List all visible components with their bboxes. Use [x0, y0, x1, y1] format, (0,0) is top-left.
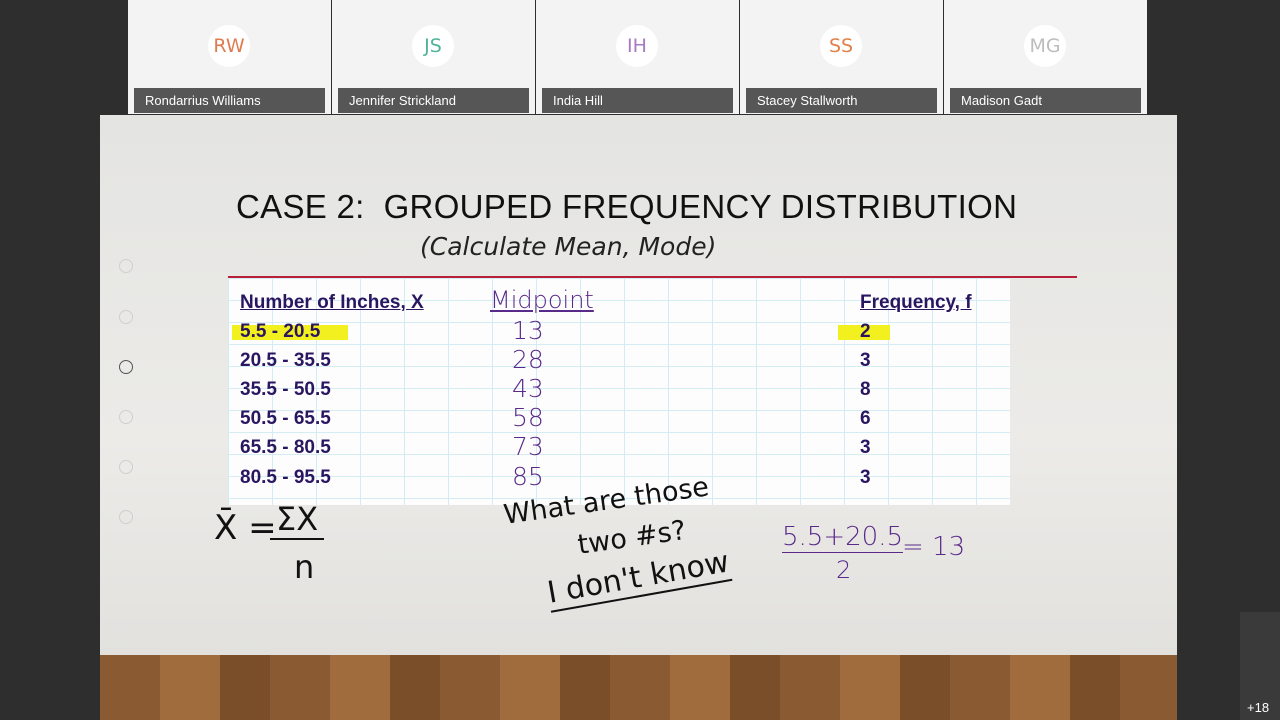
highlight — [838, 325, 890, 340]
participant-name: India Hill — [542, 88, 733, 113]
participant-name: Jennifer Strickland — [338, 88, 529, 113]
avatar: MG — [1024, 25, 1066, 67]
participant-tile: IH India Hill — [536, 0, 739, 114]
slide-title: CASE 2: GROUPED FREQUENCY DISTRIBUTION — [236, 188, 1018, 225]
row-interval: 20.5 - 35.5 — [240, 350, 331, 371]
row-frequency: 8 — [860, 379, 871, 400]
row-frequency: 3 — [860, 467, 871, 488]
row-interval: 35.5 - 50.5 — [240, 379, 331, 400]
tool-icon[interactable] — [119, 460, 133, 474]
row-interval: 65.5 - 80.5 — [240, 437, 331, 458]
tool-icon[interactable] — [119, 360, 133, 374]
participant-tile: MG Madison Gadt — [944, 0, 1147, 114]
tool-icon[interactable] — [119, 510, 133, 524]
row-interval: 5.5 - 20.5 — [240, 321, 321, 342]
row-midpoint: 58 — [512, 403, 544, 432]
row-midpoint: 28 — [512, 345, 544, 374]
formula-numerator: ΣX — [270, 500, 325, 540]
participant-name: Stacey Stallworth — [746, 88, 937, 113]
column-header: Frequency, f — [860, 292, 972, 313]
participant-name: Madison Gadt — [950, 88, 1141, 113]
row-midpoint: 73 — [512, 432, 544, 461]
calc-result: = 13 — [902, 532, 966, 562]
slide-floor — [100, 655, 1177, 720]
row-interval: 80.5 - 95.5 — [240, 467, 331, 488]
formula-denominator: n — [294, 548, 315, 586]
side-panel — [1240, 612, 1280, 720]
row-frequency: 3 — [860, 437, 871, 458]
calc-denominator: 2 — [836, 556, 852, 584]
handwritten-subtitle: (Calculate Mean, Mode) — [420, 232, 717, 261]
formula-lhs: X̄ = — [214, 508, 277, 548]
participant-tile: SS Stacey Stallworth — [740, 0, 943, 114]
row-midpoint: 13 — [512, 316, 544, 345]
avatar: SS — [820, 25, 862, 67]
row-interval: 50.5 - 65.5 — [240, 408, 331, 429]
participant-tile: JS Jennifer Strickland — [332, 0, 535, 114]
divider-line — [228, 276, 1077, 278]
frequency-table — [228, 278, 1010, 505]
tool-icon[interactable] — [119, 259, 133, 273]
row-midpoint: 85 — [512, 462, 544, 491]
avatar: JS — [412, 25, 454, 67]
participant-tile: RW Rondarrius Williams — [128, 0, 331, 114]
row-frequency: 2 — [860, 321, 871, 342]
tool-icon[interactable] — [119, 310, 133, 324]
highlight — [232, 325, 348, 340]
more-participants[interactable]: +18 — [1247, 700, 1270, 715]
participant-name: Rondarrius Williams — [134, 88, 325, 113]
avatar: RW — [208, 25, 250, 67]
row-frequency: 3 — [860, 350, 871, 371]
row-midpoint: 43 — [512, 374, 544, 403]
tool-icon[interactable] — [119, 410, 133, 424]
column-header: Midpoint — [490, 286, 594, 314]
calc-numerator: 5.5+20.5 — [782, 522, 904, 553]
avatar: IH — [616, 25, 658, 67]
column-header: Number of Inches, X — [240, 292, 424, 313]
row-frequency: 6 — [860, 408, 871, 429]
